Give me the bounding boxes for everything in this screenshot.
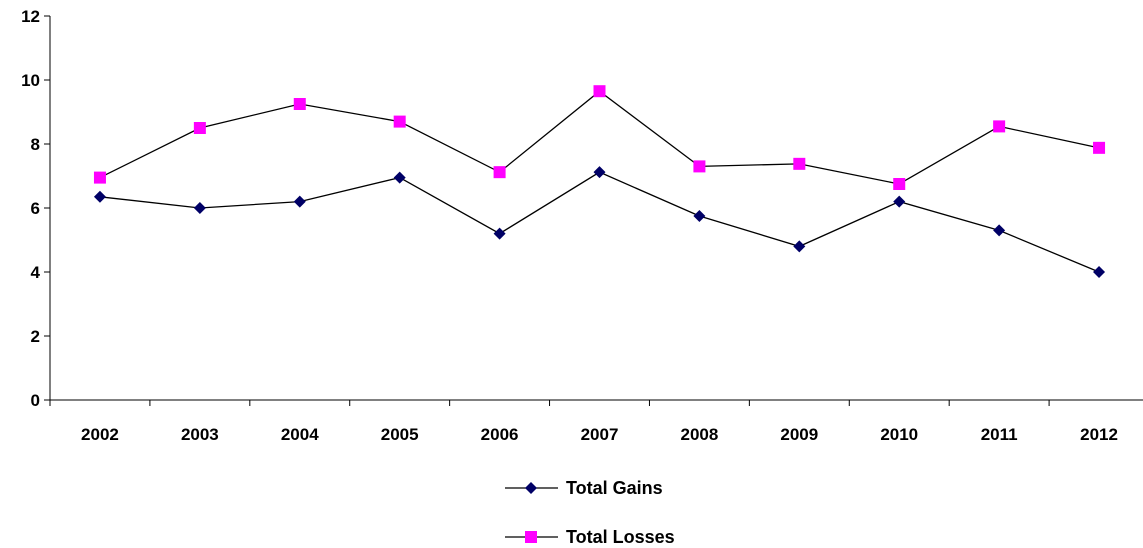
data-point-series-2 [593,85,606,98]
y-tick-label: 8 [31,135,40,154]
y-tick-label: 0 [31,391,40,410]
data-point-series-1 [193,202,206,214]
data-point-series-1 [1093,266,1106,278]
y-axis-ticks: 0 2 4 6 8 10 12 [21,7,50,410]
data-point-series-1 [393,171,406,184]
data-point-series-1 [793,240,806,253]
data-point-series-2 [293,98,306,110]
x-tick-label: 2007 [581,425,619,444]
data-point-series-1 [93,190,106,203]
legend-label: Total Losses [566,527,675,547]
series-markers [93,85,1106,278]
data-point-series-1 [693,210,706,222]
data-point-series-1 [593,166,606,179]
data-point-series-1 [293,195,306,208]
data-point-series-2 [493,166,506,179]
data-point-series-2 [1093,141,1106,154]
y-tick-label: 10 [21,71,40,90]
x-tick-label: 2012 [1080,425,1118,444]
data-point-series-2 [793,157,806,170]
x-tick-label: 2003 [181,425,219,444]
chart-legend: Total Gains Total Losses [505,478,675,547]
data-point-series-1 [493,227,506,240]
x-tick-label: 2008 [680,425,718,444]
x-tick-label: 2006 [481,425,519,444]
legend-item-2: Total Losses [505,527,675,547]
legend-label: Total Gains [566,478,663,498]
x-axis-ticks: 2002 2003 2004 2005 2006 2007 2008 2009 2010 2011… [49,400,1118,444]
legend-marker [525,531,537,543]
x-tick-label: 2005 [381,425,419,444]
data-point-series-1 [893,195,906,208]
data-point-series-2 [893,178,906,190]
legend-marker [525,482,537,494]
x-tick-label: 2011 [981,425,1018,444]
x-tick-label: 2010 [880,425,918,444]
data-point-series-2 [693,160,706,173]
x-tick-label: 2004 [281,425,319,444]
y-tick-label: 4 [31,263,41,282]
legend-item-1: Total Gains [505,478,663,498]
x-tick-label: 2002 [81,425,119,444]
series-lines [99,90,1100,273]
data-point-series-2 [393,115,406,128]
y-tick-label: 6 [31,199,40,218]
data-point-series-2 [993,120,1006,133]
y-tick-label: 12 [21,7,40,26]
data-point-series-2 [193,122,206,134]
x-tick-label: 2009 [780,425,818,444]
series-line-1 [99,171,1100,273]
data-point-series-1 [993,224,1006,237]
y-tick-label: 2 [31,327,40,346]
data-point-series-2 [93,171,106,184]
chart-axes [49,16,1143,401]
